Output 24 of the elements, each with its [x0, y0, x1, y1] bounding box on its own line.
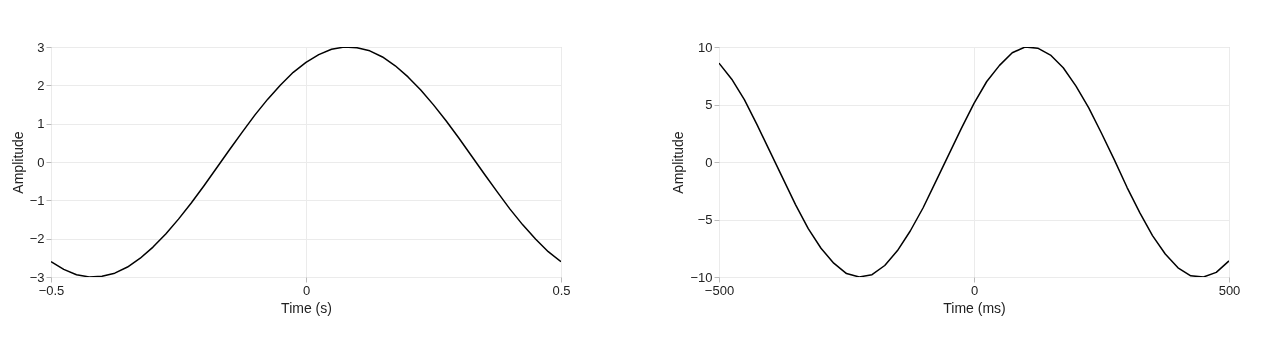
x-tick-label: 500: [1218, 282, 1241, 298]
y-tick-label: −3: [29, 269, 45, 285]
line-series: [719, 47, 1229, 277]
x-tick-label: 0: [970, 282, 979, 298]
y-tick-label: −5: [697, 212, 713, 227]
x-axis-title: Time (ms): [943, 299, 1006, 316]
y-tick-label: 0: [37, 154, 45, 170]
x-tick-label: −500: [704, 282, 735, 298]
y-tick-label: 2: [37, 77, 45, 93]
y-tick-label: −1: [29, 192, 45, 208]
y-tick-label: 5: [705, 97, 713, 112]
y-axis-title: Amplitude: [9, 131, 26, 194]
x-tick-label: 0: [302, 282, 311, 298]
y-tick-label: 0: [705, 154, 713, 170]
y-tick-label: 3: [37, 39, 45, 55]
x-tick-label: 0.5: [552, 282, 571, 298]
x-axis-title: Time (s): [281, 299, 332, 316]
x-tick-label: −0.5: [38, 282, 65, 298]
y-tick-label: −10: [690, 269, 713, 285]
y-axis-title: Amplitude: [670, 131, 687, 194]
y-tick-label: −2: [29, 231, 45, 247]
y-tick-label: 10: [698, 39, 713, 55]
y-tick-label: 1: [37, 116, 45, 132]
line-series: [51, 47, 561, 277]
